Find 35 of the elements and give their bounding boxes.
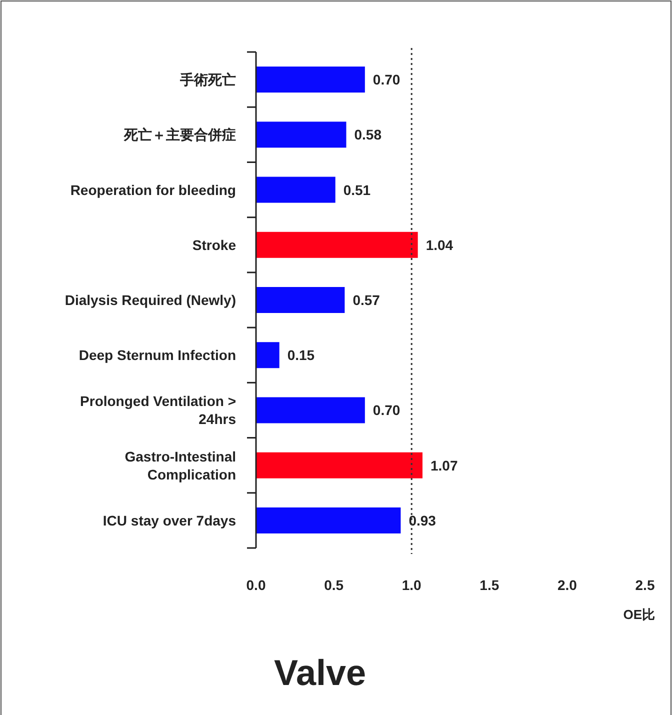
x-tick-label: 0.0 [246,577,266,593]
data-label: 0.70 [372,72,400,88]
y-tick-label: Deep Sternum Infection [78,347,236,364]
bar [256,507,401,534]
y-tick-label: Dialysis Required (Newly) [64,292,236,308]
bar [256,452,422,478]
data-label: 0.51 [343,182,371,198]
y-tick-label: Stroke [192,236,236,253]
data-label: 0.58 [354,126,382,143]
y-tick-label: Prolonged Ventilation > 24hrs [80,393,236,428]
data-label: 0.15 [287,347,315,364]
data-label: 1.04 [426,236,454,253]
x-tick-label: 1.0 [402,577,422,593]
x-axis-title: OE比 [623,607,655,622]
y-tick-label: Reoperation for bleeding [70,182,236,198]
bar [256,287,345,313]
data-label: 0.70 [372,402,400,418]
bar [256,66,365,93]
bar [256,342,280,368]
data-label: 0.93 [408,512,436,528]
y-tick-label: 手術死亡 [179,72,236,88]
x-tick-label: 2.5 [635,577,655,593]
y-tick-label: Gastro-Intestinal Complication [124,448,236,482]
data-label: 1.07 [430,457,458,474]
y-tick-label: ICU stay over 7days [102,512,236,528]
bar [256,232,418,258]
x-tick-label: 2.0 [557,577,578,593]
bar [256,122,346,148]
x-tick-label: 1.5 [480,577,500,593]
text: Valve [274,652,366,693]
bar [256,397,365,424]
bar [256,176,336,203]
y-tick-label: 死亡＋主要合併症 [123,126,236,143]
data-label: 0.57 [352,292,380,308]
x-tick-label: 0.5 [324,577,344,593]
